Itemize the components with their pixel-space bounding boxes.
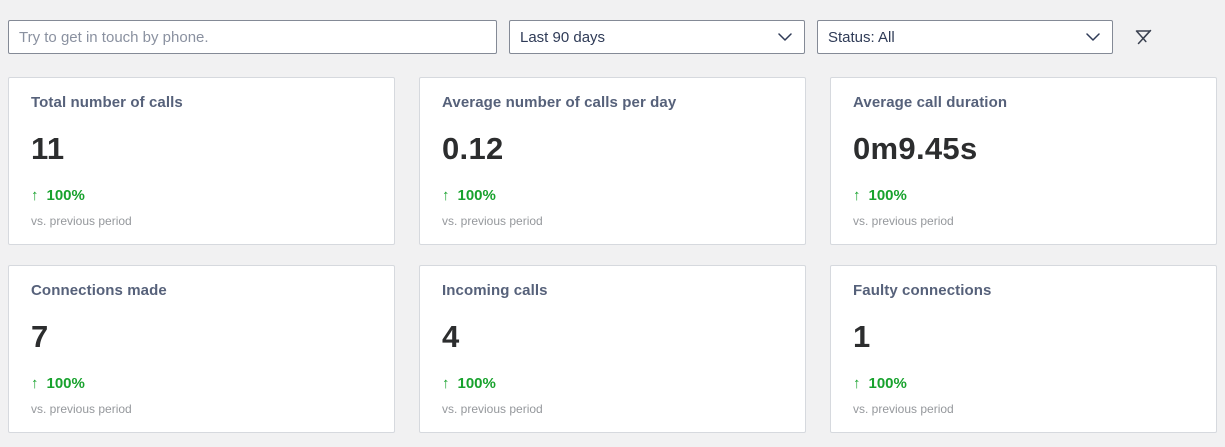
stat-card-avg-calls-per-day: Average number of calls per day 0.12 ↑ 1… [419, 77, 806, 245]
card-title: Average number of calls per day [442, 94, 677, 111]
filter-off-icon [1132, 25, 1156, 49]
trend-up-icon: ↑ [442, 187, 450, 204]
filters-toolbar: Last 90 days Status: All [8, 20, 1217, 54]
trend-up-icon: ↑ [442, 375, 450, 392]
trend-value: 100% [457, 187, 496, 204]
card-title: Average call duration [853, 94, 1008, 111]
card-title: Incoming calls [442, 282, 548, 299]
card-title: Total number of calls [31, 94, 183, 111]
card-value: 7 [31, 319, 49, 354]
card-comparison-label: vs. previous period [442, 214, 543, 228]
date-range-value: Last 90 days [520, 28, 606, 46]
card-value: 0m9.45s [853, 131, 978, 166]
trend-up-icon: ↑ [853, 187, 861, 204]
card-comparison-label: vs. previous period [853, 214, 954, 228]
trend-value: 100% [868, 375, 907, 392]
trend-value: 100% [457, 375, 496, 392]
card-title: Connections made [31, 282, 167, 299]
stat-card-faulty-connections: Faulty connections 1 ↑ 100% vs. previous… [830, 265, 1217, 433]
trend-value: 100% [46, 375, 85, 392]
card-trend: ↑ 100% [853, 375, 907, 392]
trend-value: 100% [868, 187, 907, 204]
clear-filters-button[interactable] [1129, 22, 1159, 52]
card-comparison-label: vs. previous period [31, 402, 132, 416]
card-value: 0.12 [442, 131, 504, 166]
trend-up-icon: ↑ [31, 375, 39, 392]
card-trend: ↑ 100% [31, 187, 85, 204]
card-title: Faulty connections [853, 282, 992, 299]
trend-up-icon: ↑ [31, 187, 39, 204]
card-value: 4 [442, 319, 460, 354]
stats-cards-grid: Total number of calls 11 ↑ 100% vs. prev… [8, 77, 1217, 433]
card-comparison-label: vs. previous period [442, 402, 543, 416]
card-value: 1 [853, 319, 871, 354]
card-trend: ↑ 100% [31, 375, 85, 392]
date-range-dropdown[interactable]: Last 90 days [509, 20, 805, 54]
card-value: 11 [31, 131, 65, 166]
status-value: Status: All [828, 28, 895, 46]
card-trend: ↑ 100% [442, 187, 496, 204]
stat-card-connections-made: Connections made 7 ↑ 100% vs. previous p… [8, 265, 395, 433]
stat-card-avg-call-duration: Average call duration 0m9.45s ↑ 100% vs.… [830, 77, 1217, 245]
stat-card-incoming-calls: Incoming calls 4 ↑ 100% vs. previous per… [419, 265, 806, 433]
stat-card-total-calls: Total number of calls 11 ↑ 100% vs. prev… [8, 77, 395, 245]
trend-value: 100% [46, 187, 85, 204]
search-input[interactable] [8, 20, 497, 54]
card-trend: ↑ 100% [442, 375, 496, 392]
status-dropdown[interactable]: Status: All [817, 20, 1113, 54]
trend-up-icon: ↑ [853, 375, 861, 392]
chevron-down-icon [778, 33, 792, 41]
card-comparison-label: vs. previous period [31, 214, 132, 228]
card-comparison-label: vs. previous period [853, 402, 954, 416]
card-trend: ↑ 100% [853, 187, 907, 204]
chevron-down-icon [1086, 33, 1100, 41]
